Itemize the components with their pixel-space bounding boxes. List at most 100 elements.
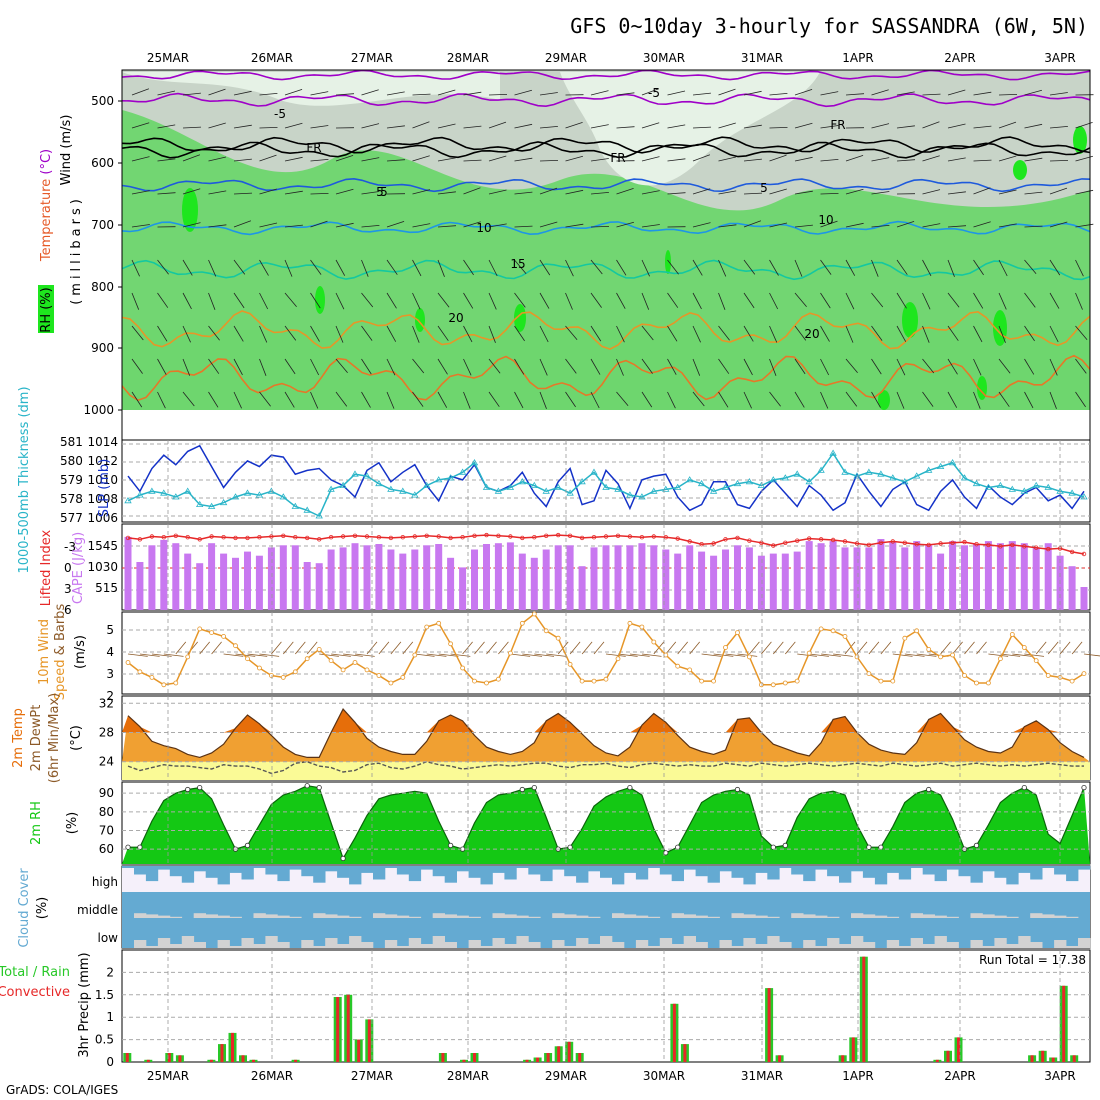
- cloud-level-high: high: [92, 875, 118, 889]
- wind-barb: [474, 641, 485, 655]
- precip-conv-bar: [683, 1044, 687, 1062]
- cloud-low-gap: [181, 936, 195, 948]
- wind-barb: [667, 192, 686, 195]
- cloud-high-bar: [755, 866, 768, 873]
- precip-conv-bar: [146, 1059, 150, 1062]
- wind-barb: [282, 641, 294, 655]
- wind-barb: [157, 90, 176, 96]
- li-point: [472, 533, 477, 538]
- wind-point: [866, 671, 872, 676]
- cloud-low-gap: [994, 938, 1007, 948]
- wind-point: [519, 620, 525, 626]
- wind-barb: [641, 292, 650, 310]
- wind-barb: [718, 122, 736, 129]
- wind-barb: [665, 641, 677, 655]
- precip-conv-bar: [851, 1037, 855, 1062]
- cape-bar: [566, 545, 574, 610]
- precip-conv-bar: [209, 1059, 213, 1062]
- wind-barb: [539, 126, 558, 129]
- wind-barb: [940, 641, 951, 655]
- wind-barb: [718, 325, 730, 341]
- cape-bar: [136, 562, 144, 610]
- wind-barb: [845, 391, 858, 407]
- wind-point: [1021, 645, 1027, 650]
- li-point: [460, 535, 465, 540]
- wind-point: [185, 654, 191, 660]
- cloud-low-gap: [444, 942, 457, 948]
- wind-barb: [211, 641, 222, 655]
- wind-barb: [641, 224, 660, 228]
- wind-barb: [539, 221, 558, 228]
- wind-barb: [761, 641, 772, 655]
- wind-barb: [641, 653, 662, 657]
- wind-barb: [947, 391, 958, 408]
- wind-barb: [233, 292, 245, 309]
- wind-barb: [208, 88, 226, 96]
- precip-conv-bar: [557, 1046, 561, 1062]
- wind-barb: [641, 88, 660, 96]
- wind-barb: [233, 220, 252, 228]
- date-label-top: 25MAR: [147, 51, 189, 65]
- cloud-high-bar: [827, 866, 840, 877]
- wind-barb: [437, 157, 456, 162]
- thickness-point: [566, 489, 574, 496]
- wind-barb: [1049, 391, 1057, 409]
- temperature-contour: [121, 92, 1091, 108]
- cloud-high-bar: [122, 866, 135, 868]
- li-point: [962, 539, 967, 545]
- cloud-low-gap: [145, 946, 159, 948]
- cape-bar: [494, 543, 502, 610]
- date-label-bottom: 26MAR: [251, 1069, 293, 1083]
- cape-bar: [698, 551, 706, 610]
- li-point: [783, 540, 788, 545]
- cloud-low-gap: [337, 944, 350, 948]
- wind-barb: [294, 641, 306, 655]
- wind-barb: [319, 653, 339, 657]
- wind-barb: [616, 92, 635, 96]
- wind-barb: [335, 188, 354, 195]
- li-point: [412, 534, 417, 539]
- precip-bars: [123, 956, 1079, 1062]
- li-point: [914, 542, 919, 547]
- li-point: [532, 535, 537, 540]
- li-point: [926, 542, 931, 548]
- wind-barb: [821, 653, 841, 657]
- cloud-low-gap: [325, 938, 338, 948]
- wind-barb: [947, 292, 960, 308]
- cape-bar: [674, 553, 682, 610]
- wind-barb: [1024, 259, 1037, 275]
- wind-barb: [692, 325, 701, 343]
- wind-barb: [182, 126, 202, 129]
- wind-barb: [1083, 653, 1100, 657]
- cloud-mid-gap: [934, 915, 947, 918]
- wind-barb: [616, 221, 635, 228]
- thickness-point: [996, 481, 1005, 488]
- wind-barb: [412, 93, 431, 96]
- wind-barb: [718, 259, 727, 277]
- cloud-high-bar: [862, 866, 876, 878]
- thickness-point: [494, 487, 503, 494]
- wind-barb: [1071, 641, 1083, 655]
- cape-bar: [602, 545, 610, 610]
- cloud-low-gap: [301, 940, 314, 948]
- dewpt-band: [122, 761, 1090, 780]
- wind-barb: [131, 358, 143, 374]
- wind-barb: [692, 188, 711, 195]
- wind-barb: [259, 292, 269, 310]
- pressure-tick: 900: [91, 341, 114, 355]
- wind-point: [245, 656, 250, 662]
- wind-barb: [947, 123, 966, 129]
- thickness-point: [972, 479, 981, 487]
- thickness-point: [470, 459, 479, 466]
- wind-point: [316, 647, 322, 652]
- wind-point: [328, 658, 334, 663]
- wind-barb: [386, 358, 396, 376]
- wind-barb: [488, 391, 500, 407]
- date-label-top: 2APR: [944, 51, 975, 65]
- wind-barb: [284, 358, 296, 375]
- contour-label: 10: [476, 221, 491, 235]
- cloud-low-gap: [910, 938, 923, 948]
- contour-label: FR: [306, 141, 321, 155]
- cloud-high-bar: [420, 866, 434, 870]
- precip-conv-bar: [167, 1053, 171, 1062]
